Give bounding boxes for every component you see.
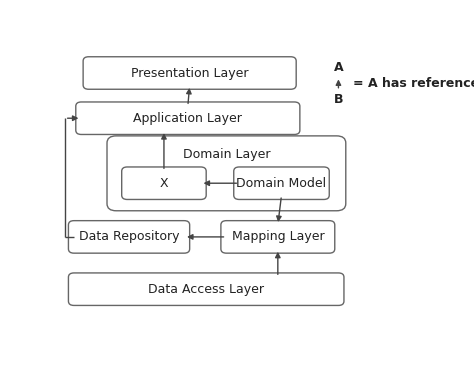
Text: A: A: [334, 61, 343, 74]
Text: Application Layer: Application Layer: [133, 112, 242, 125]
FancyBboxPatch shape: [68, 221, 190, 253]
FancyBboxPatch shape: [83, 57, 296, 89]
Text: = A has reference of B: = A has reference of B: [353, 77, 474, 90]
Text: B: B: [334, 94, 343, 106]
Text: Data Access Layer: Data Access Layer: [148, 283, 264, 296]
FancyBboxPatch shape: [76, 102, 300, 134]
FancyBboxPatch shape: [234, 167, 329, 200]
Text: X: X: [160, 177, 168, 190]
Text: Presentation Layer: Presentation Layer: [131, 66, 248, 80]
FancyBboxPatch shape: [221, 221, 335, 253]
Text: Data Repository: Data Repository: [79, 230, 179, 243]
Text: Mapping Layer: Mapping Layer: [231, 230, 324, 243]
FancyBboxPatch shape: [122, 167, 206, 200]
FancyBboxPatch shape: [107, 136, 346, 211]
Text: Domain Layer: Domain Layer: [182, 148, 270, 161]
FancyBboxPatch shape: [68, 273, 344, 305]
Text: Domain Model: Domain Model: [237, 177, 327, 190]
